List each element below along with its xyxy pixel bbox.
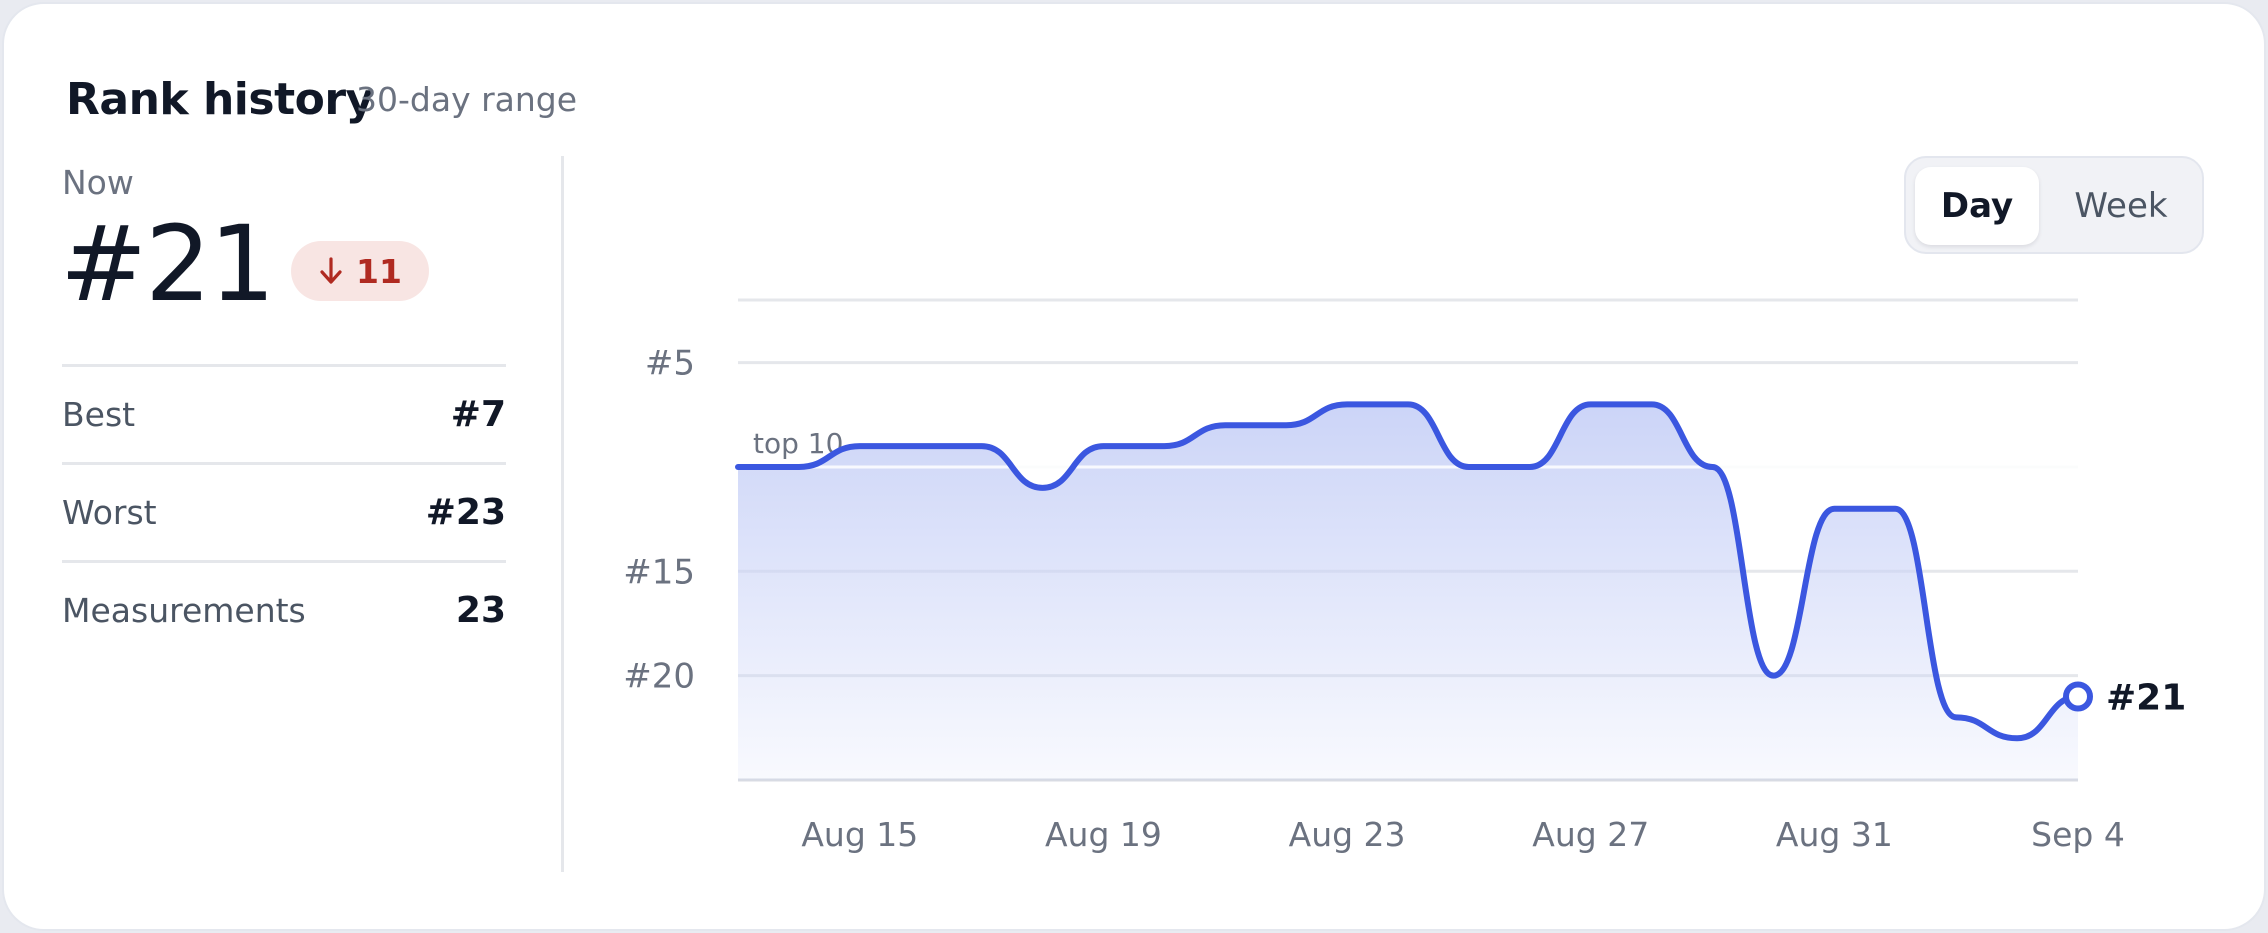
stat-value: #7 xyxy=(450,394,506,435)
end-point-label: #21 xyxy=(2106,678,2186,719)
stat-value: 23 xyxy=(455,590,506,631)
now-label: Now xyxy=(62,163,134,202)
stat-label: Best xyxy=(62,395,136,434)
x-tick-label: Aug 27 xyxy=(1532,815,1649,854)
stat-value: #23 xyxy=(425,492,506,533)
card-title: Rank history xyxy=(66,74,374,125)
rank-change-value: 11 xyxy=(356,251,402,291)
current-rank: #21 xyxy=(60,203,275,325)
stat-label: Worst xyxy=(62,493,157,532)
series-line xyxy=(735,401,2081,742)
end-point-marker xyxy=(2063,681,2093,712)
area-fill xyxy=(738,404,2078,780)
granularity-toggle: Day Week xyxy=(1904,156,2204,254)
stat-row-worst: Worst #23 xyxy=(62,462,506,560)
panel-divider xyxy=(561,156,564,872)
x-tick-label: Aug 23 xyxy=(1289,815,1406,854)
y-tick-label: #20 xyxy=(623,657,695,697)
card-subtitle: 30-day range xyxy=(356,80,578,119)
arrow-down-icon xyxy=(320,257,342,284)
toggle-day[interactable]: Day xyxy=(1915,167,2039,245)
toggle-week[interactable]: Week xyxy=(2074,186,2168,226)
x-tick-label: Aug 15 xyxy=(801,815,918,854)
stat-label: Measurements xyxy=(62,591,306,630)
x-tick-label: Aug 19 xyxy=(1045,815,1162,854)
x-tick-label: Sep 4 xyxy=(2031,815,2125,854)
stat-row-measurements: Measurements 23 xyxy=(62,560,506,658)
stat-row-best: Best #7 xyxy=(62,364,506,462)
x-tick-label: Aug 31 xyxy=(1776,815,1893,854)
y-tick-label: #5 xyxy=(645,344,695,384)
y-tick-label: #15 xyxy=(623,552,695,592)
rank-change-badge: 11 xyxy=(291,241,429,301)
